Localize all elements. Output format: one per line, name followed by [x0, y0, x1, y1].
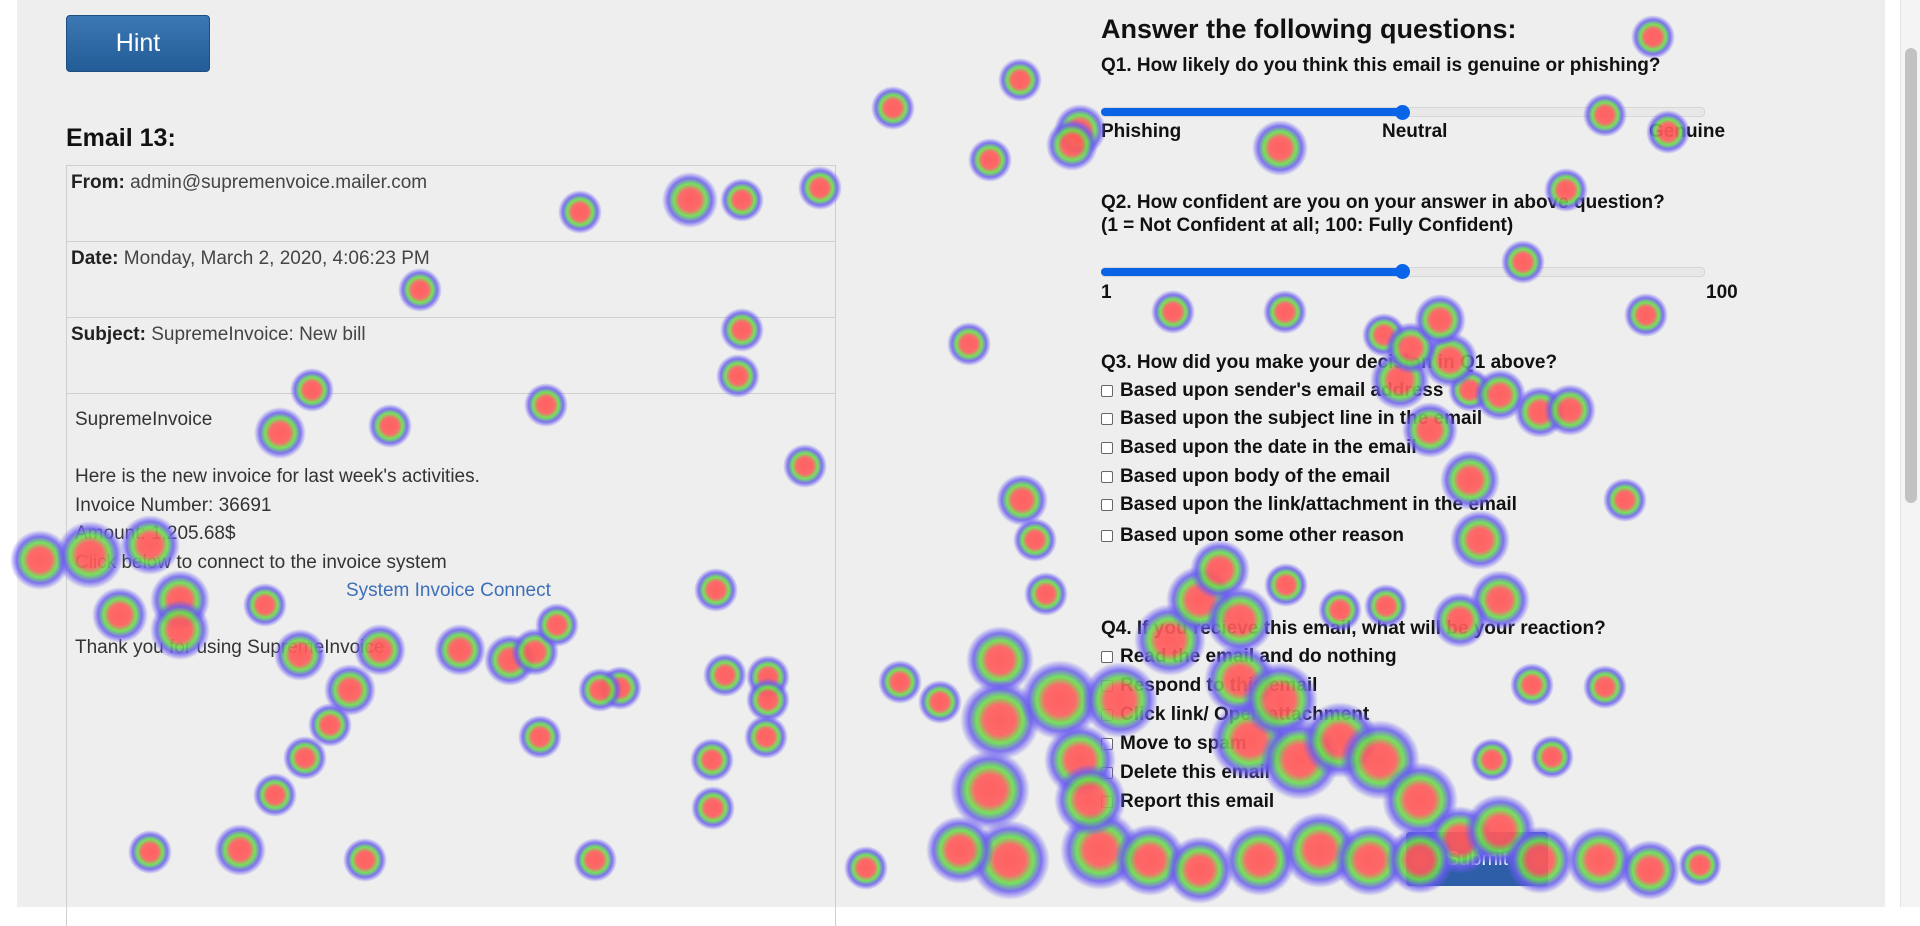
- option-label: Based upon sender's email address: [1120, 380, 1444, 401]
- option-label: Based upon the link/attachment in the em…: [1120, 494, 1517, 515]
- q1-text: Q1. How likely do you think this email i…: [1101, 55, 1661, 76]
- q3-text: Q3. How did you make your decision in Q1…: [1101, 352, 1558, 373]
- subject-label: Subject:: [71, 324, 146, 345]
- option-label: Based upon the date in the email: [1120, 437, 1417, 458]
- option-label: Based upon the subject line in the email: [1120, 408, 1483, 429]
- email-body: SupremeInvoice Here is the new invoice f…: [67, 394, 835, 675]
- from-label: From:: [71, 172, 125, 193]
- q1-slider-thumb[interactable]: [1395, 105, 1410, 120]
- email-from-row: From: admin@supremenvoice.mailer.com: [67, 166, 835, 242]
- body-line: Here is the new invoice for last week's …: [75, 466, 480, 487]
- q1-label-neutral: Neutral: [1382, 121, 1448, 142]
- q2-label-min: 1: [1101, 282, 1112, 303]
- option-label: Move to spam: [1120, 733, 1247, 754]
- checkbox[interactable]: [1101, 471, 1113, 483]
- q3-option[interactable]: Based upon the subject line in the email: [1101, 408, 1482, 430]
- subject-value: SupremeInvoice: New bill: [151, 324, 366, 345]
- body-line: Amount: 1,205.68$: [75, 523, 236, 544]
- scrollbar[interactable]: [1900, 0, 1920, 907]
- option-label: Respond to this email: [1120, 675, 1318, 696]
- checkbox[interactable]: [1101, 651, 1113, 663]
- checkbox[interactable]: [1101, 709, 1113, 721]
- hint-button[interactable]: Hint: [66, 15, 210, 72]
- checkbox[interactable]: [1101, 738, 1113, 750]
- q2-subtext: (1 = Not Confident at all; 100: Fully Co…: [1101, 215, 1514, 236]
- q3-option[interactable]: Based upon sender's email address: [1101, 380, 1443, 402]
- option-label: Read the email and do nothing: [1120, 646, 1397, 667]
- checkbox[interactable]: [1101, 385, 1113, 397]
- checkbox[interactable]: [1101, 442, 1113, 454]
- q3-option[interactable]: Based upon the link/attachment in the em…: [1101, 494, 1517, 516]
- submit-button[interactable]: Submit: [1406, 832, 1548, 886]
- q2-slider-fill: [1101, 268, 1402, 276]
- option-label: Based upon some other reason: [1120, 525, 1405, 546]
- option-label: Report this email: [1120, 791, 1275, 812]
- q4-option[interactable]: Move to spam: [1101, 733, 1247, 755]
- q3-option[interactable]: Based upon the date in the email: [1101, 437, 1417, 459]
- checkbox[interactable]: [1101, 767, 1113, 779]
- option-label: Based upon body of the email: [1120, 466, 1391, 487]
- email-date-row: Date: Monday, March 2, 2020, 4:06:23 PM: [67, 242, 835, 318]
- q1-slider-fill: [1101, 108, 1402, 116]
- scrollbar-thumb[interactable]: [1905, 48, 1917, 503]
- checkbox[interactable]: [1101, 530, 1113, 542]
- checkbox[interactable]: [1101, 680, 1113, 692]
- date-label: Date:: [71, 248, 119, 269]
- checkbox[interactable]: [1101, 413, 1113, 425]
- q2-label-max: 100: [1706, 282, 1738, 303]
- email-table: From: admin@supremenvoice.mailer.com Dat…: [66, 165, 836, 926]
- option-label: Delete this email: [1120, 762, 1270, 783]
- body-line: SupremeInvoice: [75, 409, 213, 430]
- q1-label-genuine: Genuine: [1649, 121, 1726, 142]
- q4-option[interactable]: Click link/ Open attachment: [1101, 704, 1369, 726]
- invoice-link[interactable]: System Invoice Connect: [346, 580, 551, 601]
- q3-option[interactable]: Based upon some other reason: [1101, 525, 1404, 547]
- email-subject-row: Subject: SupremeInvoice: New bill: [67, 318, 835, 394]
- q4-option[interactable]: Report this email: [1101, 791, 1274, 813]
- date-value: Monday, March 2, 2020, 4:06:23 PM: [123, 248, 430, 269]
- body-line: Thank you for using SupremeInvoice: [75, 637, 385, 658]
- q4-option[interactable]: Respond to this email: [1101, 675, 1317, 697]
- body-line: Click below to connect to the invoice sy…: [75, 551, 447, 573]
- q2-text: Q2. How confident are you on your answer…: [1101, 192, 1665, 213]
- checkbox[interactable]: [1101, 796, 1113, 808]
- from-value: admin@supremenvoice.mailer.com: [130, 172, 428, 193]
- q2-slider-thumb[interactable]: [1395, 264, 1410, 279]
- q4-text: Q4. If you recieve this email, what will…: [1101, 618, 1606, 639]
- q4-option[interactable]: Delete this email: [1101, 762, 1270, 784]
- q1-label-phishing: Phishing: [1101, 121, 1182, 142]
- q3-option[interactable]: Based upon body of the email: [1101, 466, 1390, 488]
- option-label: Click link/ Open attachment: [1120, 704, 1370, 725]
- q4-option[interactable]: Read the email and do nothing: [1101, 646, 1397, 668]
- email-title: Email 13:: [66, 124, 176, 152]
- questions-heading: Answer the following questions:: [1101, 14, 1517, 44]
- body-line: Invoice Number: 36691: [75, 494, 272, 516]
- checkbox[interactable]: [1101, 499, 1113, 511]
